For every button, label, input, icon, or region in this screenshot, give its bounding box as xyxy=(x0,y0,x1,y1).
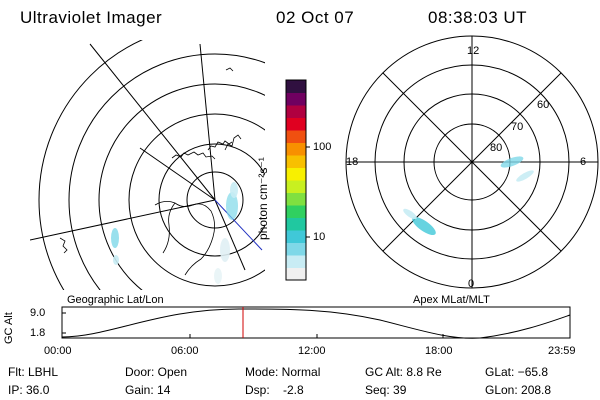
colorbar-segment xyxy=(286,92,306,106)
lat-circle xyxy=(158,143,265,257)
mlt-label-18: 18 xyxy=(346,156,359,168)
colorbar-segment xyxy=(286,255,306,268)
colorbar-segment xyxy=(286,117,306,131)
mlat-label-80: 80 xyxy=(490,142,503,154)
door-status: Door: Open xyxy=(125,365,188,379)
colorbar-segment xyxy=(286,142,306,156)
mlt-meridian xyxy=(382,72,562,252)
mlt-label-0: 0 xyxy=(468,278,475,290)
colorbar-tick-100: 100 xyxy=(313,141,332,153)
colorbar-segment xyxy=(286,267,306,281)
gc-alt-status: GC Alt: 8.8 Re xyxy=(365,365,442,379)
colorbar-segment xyxy=(286,180,306,193)
mlt-label-12: 12 xyxy=(467,45,480,57)
lon-line xyxy=(214,199,263,251)
colorbar-tick-10: 10 xyxy=(313,231,326,243)
geographic-map-label: Geographic Lat/Lon xyxy=(67,294,164,306)
mlt-label-6: 6 xyxy=(580,156,587,168)
orbit-xtick: 12:00 xyxy=(298,345,326,357)
ip-status: IP: 36.0 xyxy=(8,383,50,397)
orbit-xtick: 18:00 xyxy=(425,345,453,357)
time-label: 08:38:03 UT xyxy=(428,8,528,27)
lat-circle xyxy=(98,83,265,290)
lon-line xyxy=(199,43,216,201)
lat-circle xyxy=(38,40,143,290)
colorbar-segment xyxy=(286,205,306,218)
lat-circle xyxy=(128,113,265,287)
colorbar xyxy=(286,80,306,281)
lon-line xyxy=(89,43,216,201)
mlat-label-60: 60 xyxy=(537,99,550,111)
orbit-plot-frame xyxy=(61,306,571,339)
orbit-xtick: 00:00 xyxy=(44,345,72,357)
orbit-ytick-low: 1.8 xyxy=(30,327,46,339)
colorbar-segment xyxy=(286,80,306,93)
colorbar-frame xyxy=(285,79,307,281)
mlat-label-70: 70 xyxy=(511,121,524,133)
date-label: 02 Oct 07 xyxy=(276,8,355,27)
seq-status: Seq: 39 xyxy=(365,383,407,397)
lon-line xyxy=(30,199,216,241)
colorbar-segment xyxy=(286,105,306,118)
apex-map-label: Apex MLat/MLT xyxy=(413,294,490,306)
colorbar-segment xyxy=(286,192,306,206)
colorbar-segment xyxy=(286,242,306,256)
dsp-status: Dsp: -2.8 xyxy=(245,383,304,397)
lat-circle xyxy=(68,53,265,290)
colorbar-segment xyxy=(286,155,306,168)
polar-map xyxy=(345,35,599,289)
instrument-title: Ultraviolet Imager xyxy=(20,8,163,27)
orbit-altitude-curve xyxy=(61,308,571,339)
filter-status: Flt: LBHL xyxy=(8,365,59,379)
colorbar-segment xyxy=(286,130,306,143)
orbit-ylabel: GC Alt xyxy=(3,312,15,344)
glon-status: GLon: 208.8 xyxy=(485,383,552,397)
orbit-xtick: 23:59 xyxy=(548,345,576,357)
gain-status: Gain: 14 xyxy=(125,383,171,397)
colorbar-segment xyxy=(286,217,306,231)
lat-circle xyxy=(186,171,244,229)
lon-line xyxy=(214,199,246,271)
colorbar-segment xyxy=(286,230,306,243)
orbit-ytick-high: 9.0 xyxy=(30,307,46,319)
orbit-xtick: 06:00 xyxy=(171,345,199,357)
colorbar-segment xyxy=(286,167,306,181)
mode-status: Mode: Normal xyxy=(245,365,321,379)
lon-line xyxy=(139,147,216,201)
left-aurora xyxy=(111,182,238,284)
right-aurora xyxy=(403,156,534,236)
glat-status: GLat: −65.8 xyxy=(485,365,549,379)
colorbar-unit-label: photon cm⁻²s⁻¹ xyxy=(256,157,270,240)
coastlines xyxy=(59,67,242,276)
